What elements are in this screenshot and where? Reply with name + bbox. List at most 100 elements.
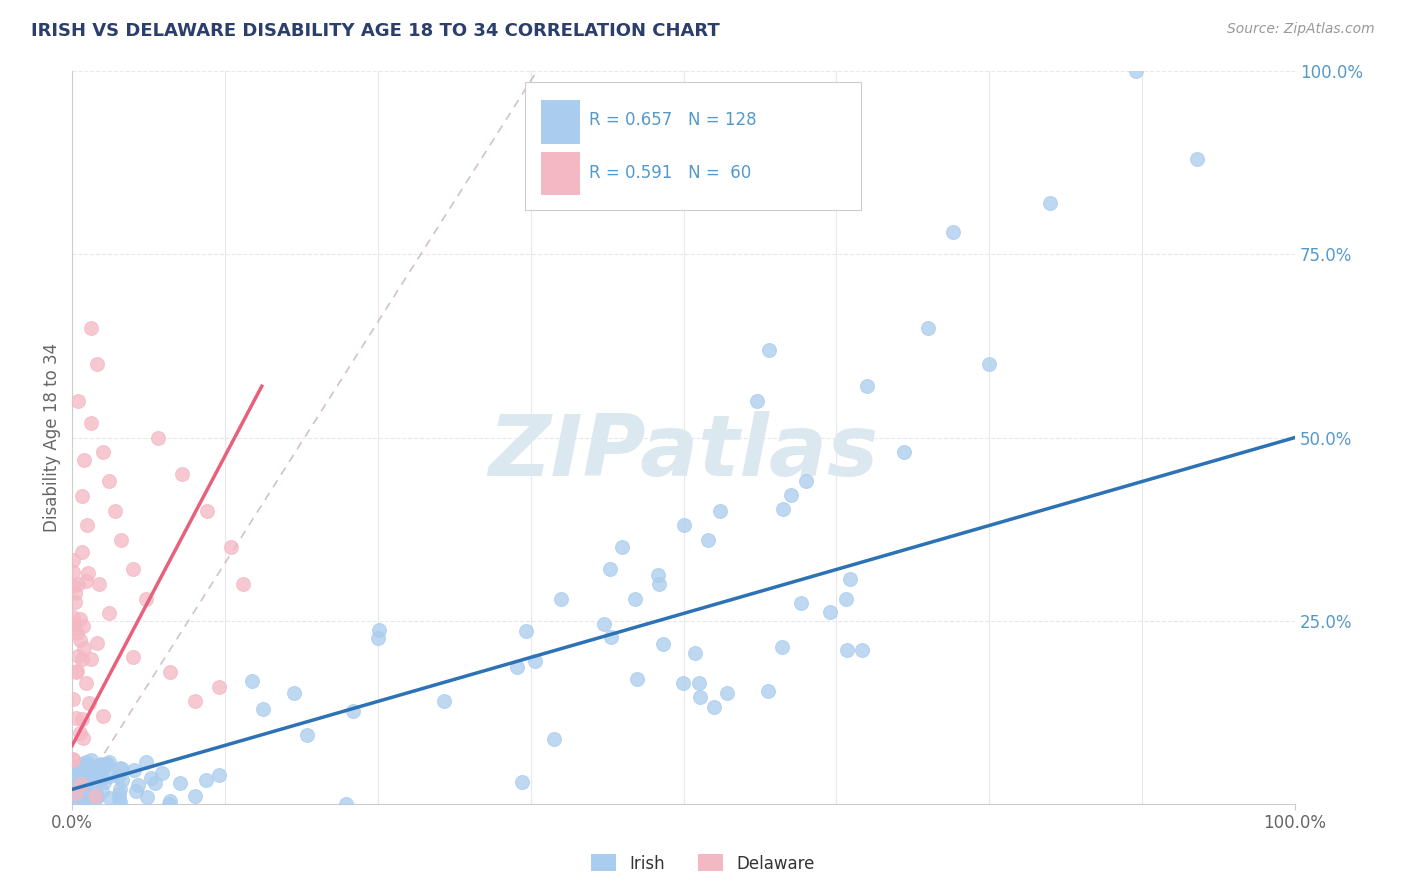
Point [141,771,163,785]
Point [90,757,112,772]
Point [543,731,565,746]
Point [124,764,146,778]
Point [135,755,157,769]
Point [159,794,181,808]
Point [90,784,112,798]
Point [62,691,84,706]
Point [83,789,105,803]
Point [818,605,841,619]
Point [63,617,86,632]
Text: R = 0.657   N = 128: R = 0.657 N = 128 [589,112,756,129]
Point [790,596,813,610]
Point [79,416,101,430]
Point [169,776,191,790]
Point [63,595,86,609]
Point [75,675,97,690]
Point [612,541,634,555]
Point [73,795,96,809]
Point [98,769,121,783]
Point [232,577,254,591]
Point [433,694,456,708]
Point [91,771,114,785]
Point [104,504,127,518]
Point [683,646,706,660]
Point [98,790,121,805]
Point [87,767,110,781]
Point [135,591,157,606]
Point [770,640,793,654]
Point [98,755,121,769]
Point [70,777,93,791]
Point [65,783,87,797]
Point [195,504,218,518]
Point [122,562,145,576]
Point [851,642,873,657]
Point [70,712,93,726]
Point [67,393,90,408]
Point [93,775,115,789]
Point [183,694,205,708]
Point [600,630,623,644]
Point [515,624,537,639]
Point [111,773,134,788]
Point [82,770,104,784]
Point [65,711,87,725]
Point [63,782,86,797]
Point [73,452,96,467]
Point [779,488,801,502]
Point [208,768,231,782]
Point [72,619,94,633]
Point [252,702,274,716]
Point [626,672,648,686]
Point [159,665,181,679]
Point [82,759,104,773]
Point [716,686,738,700]
Point [110,533,132,548]
Point [335,797,357,811]
Point [108,792,131,806]
Point [135,790,157,805]
Point [342,704,364,718]
Point [599,562,621,576]
Point [917,320,939,334]
Text: Source: ZipAtlas.com: Source: ZipAtlas.com [1227,22,1375,37]
Point [97,607,120,621]
Point [90,772,112,786]
Point [108,761,131,775]
Point [66,648,89,663]
Point [111,762,134,776]
Point [893,445,915,459]
Point [76,518,98,533]
Point [75,766,97,780]
Point [703,700,725,714]
Point [838,572,860,586]
Point [75,574,97,588]
Point [107,769,129,783]
Point [62,622,84,636]
Point [97,475,120,489]
Point [72,731,94,746]
Point [69,796,91,810]
Point [80,651,103,665]
Text: IRISH VS DELAWARE DISABILITY AGE 18 TO 34 CORRELATION CHART: IRISH VS DELAWARE DISABILITY AGE 18 TO 3… [31,22,720,40]
Point [651,637,673,651]
Point [127,778,149,792]
Point [172,467,194,482]
Point [79,792,101,806]
Point [688,675,710,690]
Point [79,765,101,780]
Point [86,636,108,650]
Point [837,643,859,657]
Point [67,784,90,798]
Point [856,379,879,393]
Point [79,753,101,767]
Point [505,660,527,674]
Point [240,673,263,688]
Point [86,790,108,805]
Point [1185,152,1208,166]
Text: ZIPatlas: ZIPatlas [488,410,879,493]
Point [70,757,93,772]
Point [672,676,695,690]
Point [835,591,858,606]
Point [70,779,93,793]
